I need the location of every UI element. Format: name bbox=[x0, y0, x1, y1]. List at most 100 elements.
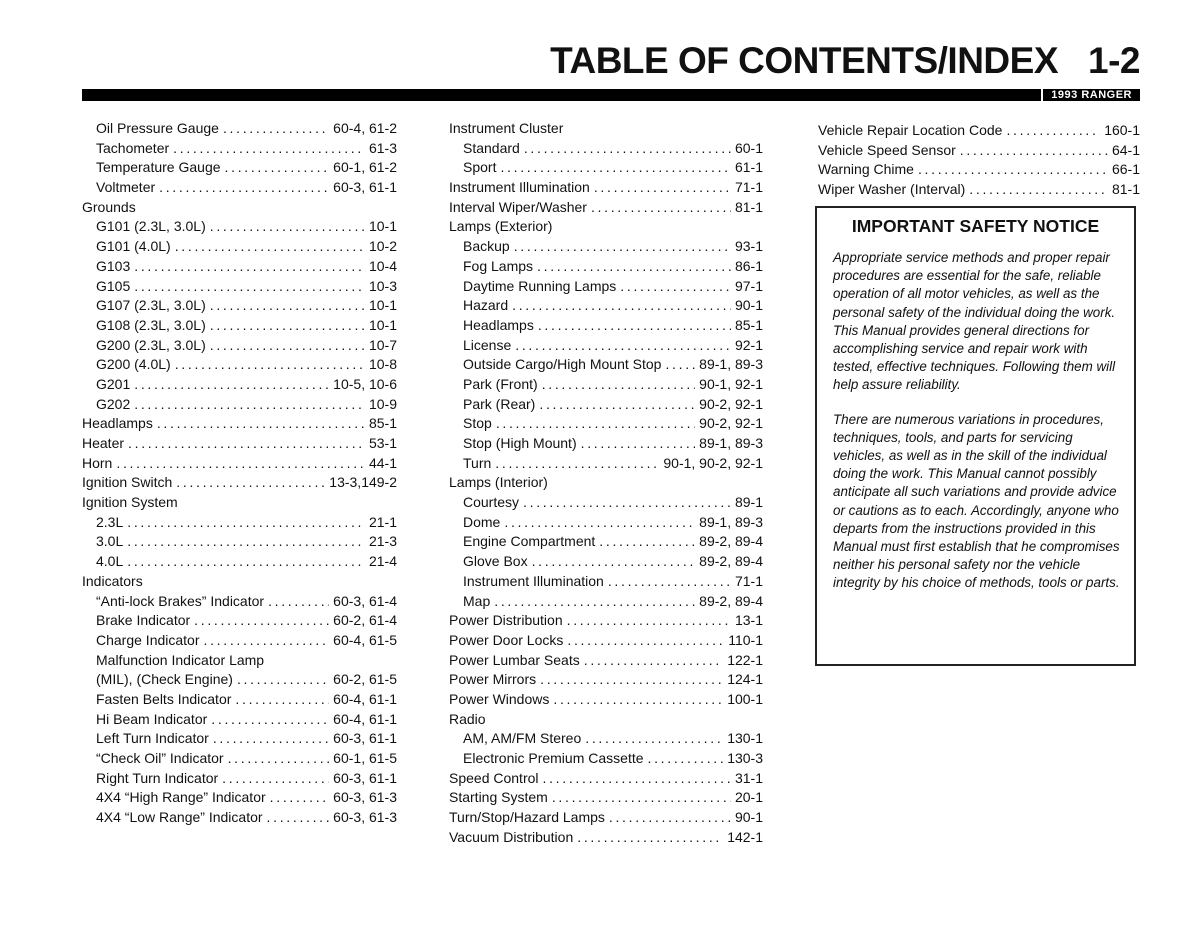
index-column-1: Oil Pressure Gauge 60-4, 61-2 Tachometer 61… bbox=[82, 119, 397, 828]
entry-label: G105 bbox=[96, 277, 131, 294]
entry-page: 10-4 bbox=[368, 257, 397, 274]
entry-label: Outside Cargo/High Mount Stop bbox=[463, 356, 662, 373]
entry-page: 21-4 bbox=[368, 553, 397, 570]
entry-page: 60-4, 61-2 bbox=[333, 120, 397, 136]
dot-leader bbox=[175, 237, 365, 257]
entry-page: 10-1 bbox=[368, 218, 397, 235]
dot-leader bbox=[495, 454, 659, 474]
index-entry: Standard 60-1 bbox=[449, 139, 763, 159]
index-entry: Warning Chime 66-1 bbox=[818, 160, 1140, 180]
dot-leader bbox=[512, 296, 731, 316]
index-heading: Lamps (Interior) bbox=[449, 473, 763, 493]
index-entry: Tachometer 61-3 bbox=[82, 139, 397, 159]
index-entry: Stop (High Mount) 89-1, 89-3 bbox=[449, 434, 763, 454]
entry-label: G103 bbox=[96, 257, 131, 274]
dot-leader bbox=[504, 513, 695, 533]
entry-label: Engine Compartment bbox=[463, 533, 596, 550]
entry-label: G200 (2.3L, 3.0L) bbox=[96, 336, 206, 353]
dot-leader bbox=[225, 158, 330, 178]
entry-label: Power Door Locks bbox=[449, 631, 564, 648]
entry-page: 124-1 bbox=[727, 671, 763, 688]
dot-leader bbox=[204, 631, 330, 651]
entry-label: Hazard bbox=[463, 297, 509, 314]
entry-page: 86-1 bbox=[734, 257, 763, 274]
entry-page: 60-3, 61-4 bbox=[333, 592, 397, 609]
dot-leader bbox=[127, 532, 365, 552]
safety-notice-paragraph: Appropriate service methods and proper r… bbox=[833, 250, 1116, 393]
entry-page: 61-3 bbox=[368, 139, 397, 156]
dot-leader bbox=[159, 178, 329, 198]
entry-label: Map bbox=[463, 592, 491, 609]
index-entry: G105 10-3 bbox=[82, 277, 397, 297]
dot-leader bbox=[134, 277, 365, 297]
entry-label: Park (Front) bbox=[463, 375, 538, 392]
entry-page: 60-3, 61-1 bbox=[333, 179, 397, 196]
entry-label: Charge Indicator bbox=[96, 631, 200, 648]
entry-page: 85-1 bbox=[368, 415, 397, 432]
entry-page: 90-1 bbox=[734, 297, 763, 314]
dot-leader bbox=[567, 611, 731, 631]
entry-page: 89-2, 89-4 bbox=[699, 592, 763, 609]
dot-leader bbox=[524, 139, 731, 159]
entry-page: 100-1 bbox=[727, 690, 763, 707]
index-entry: G201 10-5, 10-6 bbox=[82, 375, 397, 395]
entry-label: Instrument Cluster bbox=[449, 120, 564, 136]
entry-label: Headlamps bbox=[82, 415, 153, 432]
entry-page: 89-2, 89-4 bbox=[699, 553, 763, 570]
entry-page: 13-1 bbox=[734, 612, 763, 629]
entry-label: Starting System bbox=[449, 789, 548, 806]
entry-page: 89-1, 89-3 bbox=[699, 513, 763, 530]
entry-page: 10-3 bbox=[368, 277, 397, 294]
entry-label: Power Mirrors bbox=[449, 671, 537, 688]
entry-page: 90-1, 92-1 bbox=[699, 375, 763, 392]
index-entry: Power Distribution 13-1 bbox=[449, 611, 763, 631]
index-entry: Brake Indicator 60-2, 61-4 bbox=[82, 611, 397, 631]
index-entry: Backup 93-1 bbox=[449, 237, 763, 257]
entry-page: 13-3,149-2 bbox=[329, 474, 397, 491]
entry-page: 81-1 bbox=[734, 198, 763, 215]
index-entry: Park (Front) 90-1, 92-1 bbox=[449, 375, 763, 395]
index-column-2: Instrument Cluster Standard 60-1 Sport 61-1 I… bbox=[449, 119, 763, 847]
dot-leader bbox=[553, 690, 723, 710]
entry-page: 21-3 bbox=[368, 533, 397, 550]
entry-label: Temperature Gauge bbox=[96, 159, 221, 176]
dot-leader bbox=[608, 572, 731, 592]
entry-page: 10-9 bbox=[368, 395, 397, 412]
index-entry: (MIL), (Check Engine) 60-2, 61-5 bbox=[82, 670, 397, 690]
index-entry: G101 (4.0L) 10-2 bbox=[82, 237, 397, 257]
dot-leader bbox=[584, 651, 723, 671]
entry-label: Right Turn Indicator bbox=[96, 769, 219, 786]
entry-label: Power Lumbar Seats bbox=[449, 651, 580, 668]
index-entry: Hi Beam Indicator 60-4, 61-1 bbox=[82, 710, 397, 730]
dot-leader bbox=[223, 119, 329, 139]
dot-leader bbox=[211, 710, 329, 730]
dot-leader bbox=[494, 592, 695, 612]
dot-leader bbox=[194, 611, 329, 631]
entry-page: 60-3, 61-1 bbox=[333, 769, 397, 786]
entry-page: 10-7 bbox=[368, 336, 397, 353]
dot-leader bbox=[134, 257, 365, 277]
entry-label: Vehicle Speed Sensor bbox=[818, 141, 956, 158]
index-entry: Wiper Washer (Interval) 81-1 bbox=[818, 180, 1140, 200]
dot-leader bbox=[267, 808, 330, 828]
dot-leader bbox=[222, 769, 329, 789]
dot-leader bbox=[116, 454, 365, 474]
index-entry: Right Turn Indicator 60-3, 61-1 bbox=[82, 769, 397, 789]
index-entry: Instrument Illumination 71-1 bbox=[449, 572, 763, 592]
index-entry: Sport 61-1 bbox=[449, 158, 763, 178]
entry-page: 53-1 bbox=[368, 435, 397, 451]
index-entry: Vehicle Repair Location Code 160-1 bbox=[818, 121, 1140, 141]
index-entry: Hazard 90-1 bbox=[449, 296, 763, 316]
entry-label: Dome bbox=[463, 513, 501, 530]
dot-leader bbox=[969, 180, 1108, 200]
entry-label: Headlamps bbox=[463, 316, 534, 333]
index-entry: “Check Oil” Indicator 60-1, 61-5 bbox=[82, 749, 397, 769]
index-entry: G103 10-4 bbox=[82, 257, 397, 277]
index-entry: Horn 44-1 bbox=[82, 454, 397, 474]
entry-page: 71-1 bbox=[734, 179, 763, 196]
entry-page: 10-5, 10-6 bbox=[333, 375, 397, 392]
entry-label: Tachometer bbox=[96, 139, 170, 156]
dot-leader bbox=[523, 493, 731, 513]
index-entry: Temperature Gauge 60-1, 61-2 bbox=[82, 158, 397, 178]
entry-page: 60-1, 61-5 bbox=[333, 750, 397, 766]
